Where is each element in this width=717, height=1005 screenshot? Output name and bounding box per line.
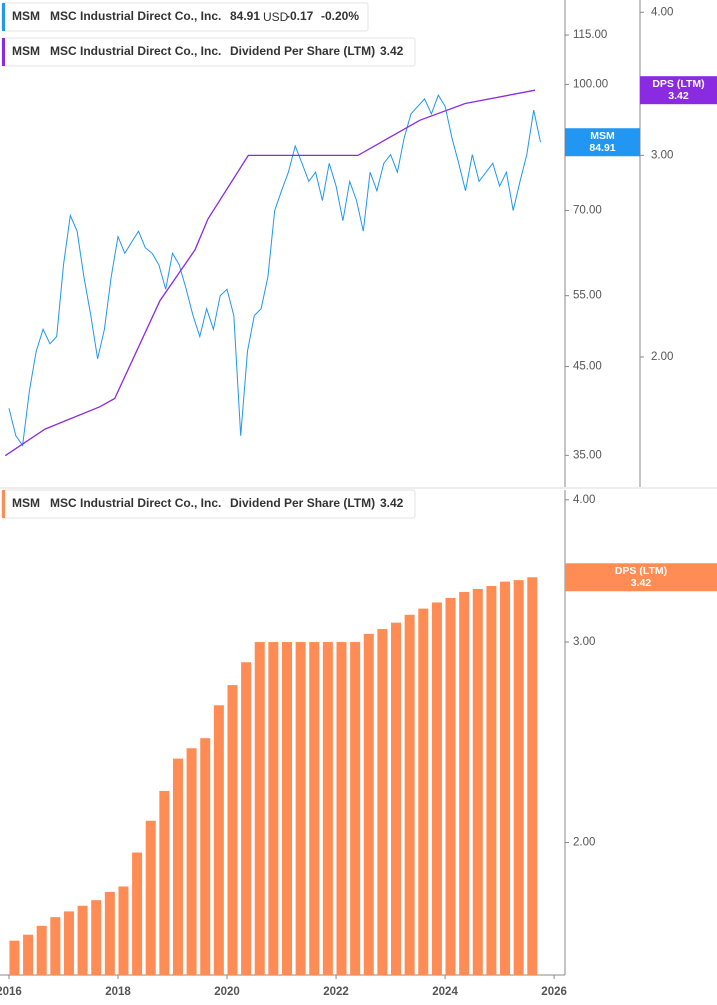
tag-label: DPS (LTM) (615, 565, 667, 577)
bar (36, 925, 47, 975)
bar (513, 580, 524, 975)
bar (200, 738, 211, 975)
bar (377, 629, 388, 975)
y-tick-label: 4.00 (573, 494, 595, 506)
bar (227, 685, 238, 975)
bar (309, 642, 320, 975)
x-tick-label: 2024 (432, 986, 458, 998)
bar (186, 748, 197, 975)
bar (9, 940, 20, 975)
y-tick-label: 2.00 (573, 837, 595, 849)
bar (104, 891, 115, 975)
bar (431, 602, 442, 975)
tag-label: DPS (LTM) (652, 78, 704, 90)
bar (77, 905, 88, 975)
bar (527, 577, 538, 975)
bar (322, 642, 333, 975)
legend-change-pct: -0.20% (321, 9, 359, 23)
bar (336, 642, 347, 975)
y-tick-label: 100.00 (573, 78, 608, 90)
bar (241, 662, 252, 975)
bar (268, 642, 279, 975)
bar (172, 758, 183, 975)
bar (350, 642, 361, 975)
bar (391, 622, 402, 975)
tag-value: 3.42 (631, 577, 652, 589)
bar (145, 820, 156, 975)
last-value-tag (640, 76, 717, 105)
legend-ticker: MSM (12, 9, 40, 23)
last-value-tag (565, 563, 717, 592)
bar (445, 597, 456, 975)
bar (50, 917, 61, 975)
y-tick-label: 3.00 (573, 636, 595, 648)
tag-value: 84.91 (589, 142, 615, 154)
legend-name: MSC Industrial Direct Co., Inc. (50, 9, 221, 23)
bar (295, 642, 306, 975)
legend-last: 3.42 (380, 496, 404, 510)
legend-name: MSC Industrial Direct Co., Inc. (50, 44, 221, 58)
legend-swatch (2, 38, 5, 66)
legend-swatch (2, 490, 5, 518)
x-tick-label: 2026 (541, 986, 567, 998)
y-tick-label: 35.00 (573, 449, 602, 461)
y-tick-label: 70.00 (573, 204, 602, 216)
x-tick-label: 2022 (323, 986, 349, 998)
bar (363, 633, 374, 975)
x-tick-label: 2018 (105, 986, 131, 998)
y-tick-label: 55.00 (573, 290, 602, 302)
x-tick-label: 2020 (214, 986, 240, 998)
legend-metric: Dividend Per Share (LTM) (230, 44, 375, 58)
tag-value: 3.42 (668, 90, 689, 102)
bar (63, 911, 74, 975)
bar (459, 591, 470, 975)
bar (486, 586, 497, 975)
bar (118, 886, 129, 975)
tag-label: MSM (590, 130, 615, 142)
bar (254, 642, 265, 975)
bar (213, 705, 224, 975)
legend-last: 3.42 (380, 44, 404, 58)
y-tick-label: 115.00 (573, 29, 607, 41)
series-line (8, 94, 541, 447)
bar (472, 588, 483, 975)
bar (418, 608, 429, 975)
legend-currency: USD (263, 10, 289, 24)
y2-tick-label: 4.00 (651, 6, 673, 18)
bar (404, 614, 415, 975)
y2-tick-label: 3.00 (651, 149, 673, 161)
bar (500, 581, 511, 975)
y-tick-label: 45.00 (573, 361, 602, 373)
x-tick-label: 2016 (0, 986, 22, 998)
bar (281, 642, 292, 975)
last-value-tag (565, 128, 640, 157)
legend-metric: Dividend Per Share (LTM) (230, 496, 375, 510)
legend-ticker: MSM (12, 44, 40, 58)
legend-ticker: MSM (12, 496, 40, 510)
legend-name: MSC Industrial Direct Co., Inc. (50, 496, 221, 510)
legend-last: 84.91 (230, 9, 260, 23)
legend-swatch (2, 3, 5, 31)
bar (132, 852, 143, 975)
bar (91, 900, 102, 975)
series-line (4, 89, 536, 457)
bar (159, 790, 170, 975)
legend-change: -0.17 (286, 9, 314, 23)
bar (23, 934, 34, 975)
y2-tick-label: 2.00 (651, 351, 673, 363)
